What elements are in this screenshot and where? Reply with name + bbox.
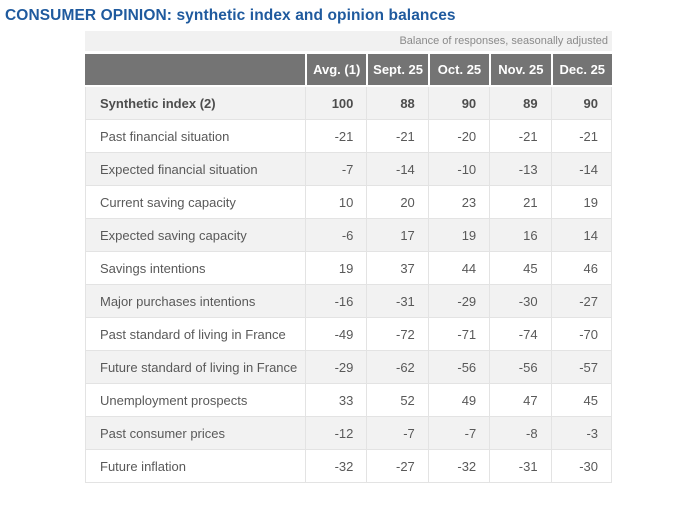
cell-value: -8 — [489, 417, 551, 450]
cell-value: 45 — [489, 252, 551, 285]
cell-value: 37 — [366, 252, 428, 285]
table-row: Future inflation -32 -27 -32 -31 -30 — [85, 450, 612, 483]
row-label: Past standard of living in France — [85, 318, 305, 351]
cell-value: -29 — [427, 285, 490, 318]
page-title: CONSUMER OPINION: synthetic index and op… — [5, 7, 456, 24]
row-label: Past financial situation — [85, 120, 305, 153]
cell-value: -14 — [366, 153, 428, 186]
cell-value: -30 — [489, 285, 551, 318]
cell-value: 23 — [427, 186, 490, 219]
cell-value: 100 — [305, 87, 367, 120]
cell-value: -3 — [550, 417, 612, 450]
cell-value: 44 — [427, 252, 490, 285]
cell-value: 90 — [427, 87, 490, 120]
cell-value: 33 — [305, 384, 367, 417]
table-row: Unemployment prospects 33 52 49 47 45 — [85, 384, 612, 417]
table-row: Expected financial situation -7 -14 -10 -13-… — [85, 153, 612, 186]
cell-value: -56 — [489, 351, 551, 384]
cell-value: -31 — [366, 285, 428, 318]
cell-value: -31 — [489, 450, 551, 483]
cell-value: 19 — [427, 219, 490, 252]
cell-value: -16 — [305, 285, 367, 318]
table-row: Future standard of living in France -29 -6… — [85, 351, 612, 384]
cell-value: 19 — [305, 252, 367, 285]
cell-value: -32 — [305, 450, 367, 483]
cell-value: 19 — [550, 186, 612, 219]
row-label: Savings intentions — [85, 252, 305, 285]
cell-value: 90 — [550, 87, 612, 120]
cell-value: -70 — [550, 318, 612, 351]
cell-value: -7 — [366, 417, 428, 450]
cell-value: -7 — [427, 417, 490, 450]
cell-value: 20 — [366, 186, 428, 219]
cell-value: -10 — [427, 153, 490, 186]
cell-value: 47 — [489, 384, 551, 417]
cell-value: -30 — [550, 450, 612, 483]
table-note: Balance of responses, seasonally adjuste… — [85, 31, 612, 51]
cell-value: -32 — [427, 450, 490, 483]
table-row: Major purchases intentions -16 -31 -29 -30 -2… — [85, 285, 612, 318]
cell-value: 88 — [366, 87, 428, 120]
row-label: Synthetic index (2) — [85, 87, 305, 120]
row-label: Future inflation — [85, 450, 305, 483]
cell-value: -14 — [550, 153, 612, 186]
cell-value: 21 — [489, 186, 551, 219]
column-header: Oct. 25 — [427, 54, 490, 87]
cell-value: 10 — [305, 186, 367, 219]
row-label: Unemployment prospects — [85, 384, 305, 417]
cell-value: 17 — [366, 219, 428, 252]
consumer-opinion-table-section: Balance of responses, seasonally adjuste… — [85, 31, 612, 483]
cell-value: 14 — [550, 219, 612, 252]
cell-value: -56 — [427, 351, 490, 384]
column-header: Nov. 25 — [489, 54, 551, 87]
row-label: Expected saving capacity — [85, 219, 305, 252]
cell-value: 89 — [489, 87, 551, 120]
row-label: Expected financial situation — [85, 153, 305, 186]
cell-value: 46 — [550, 252, 612, 285]
cell-value: -49 — [305, 318, 367, 351]
row-label: Past consumer prices — [85, 417, 305, 450]
table-row: Past consumer prices -12 -7 -7 -8 -3 — [85, 417, 612, 450]
table-body: Synthetic index (2) 100 88 90 89 90 Past finan… — [85, 87, 612, 483]
cell-value: 16 — [489, 219, 551, 252]
table-row: Current saving capacity 10 20 23 21 19 — [85, 186, 612, 219]
cell-value: -12 — [305, 417, 367, 450]
cell-value: -21 — [489, 120, 551, 153]
row-label: Future standard of living in France — [85, 351, 305, 384]
cell-value: -7 — [305, 153, 367, 186]
cell-value: -62 — [366, 351, 428, 384]
cell-value: -6 — [305, 219, 367, 252]
cell-value: -71 — [427, 318, 490, 351]
cell-value: -74 — [489, 318, 551, 351]
cell-value: -27 — [550, 285, 612, 318]
table-row: Past financial situation -21 -21 -20 -21 -21 — [85, 120, 612, 153]
cell-value: -20 — [427, 120, 490, 153]
column-header: Sept. 25 — [366, 54, 428, 87]
cell-value: -21 — [366, 120, 428, 153]
consumer-opinion-table: Avg. (1) Sept. 25 Oct. 25 Nov. 25 Dec. 25 Sy… — [85, 54, 612, 483]
cell-value: -21 — [305, 120, 367, 153]
cell-value: 52 — [366, 384, 428, 417]
column-header: Dec. 25 — [550, 54, 612, 87]
cell-value: -29 — [305, 351, 367, 384]
cell-value: 49 — [427, 384, 490, 417]
column-header: Avg. (1) — [305, 54, 367, 87]
table-row: Savings intentions 19 37 44 45 46 — [85, 252, 612, 285]
row-label: Current saving capacity — [85, 186, 305, 219]
cell-value: -57 — [550, 351, 612, 384]
cell-value: 45 — [550, 384, 612, 417]
cell-value: -13 — [489, 153, 551, 186]
table-row: Past standard of living in France -49 -72-… — [85, 318, 612, 351]
cell-value: -21 — [550, 120, 612, 153]
table-row: Expected saving capacity -6 17 19 16 14 — [85, 219, 612, 252]
column-header — [85, 54, 305, 87]
table-row: Synthetic index (2) 100 88 90 89 90 — [85, 87, 612, 120]
cell-value: -27 — [366, 450, 428, 483]
cell-value: -72 — [366, 318, 428, 351]
row-label: Major purchases intentions — [85, 285, 305, 318]
table-header-row: Avg. (1) Sept. 25 Oct. 25 Nov. 25 Dec. 25 — [85, 54, 612, 87]
